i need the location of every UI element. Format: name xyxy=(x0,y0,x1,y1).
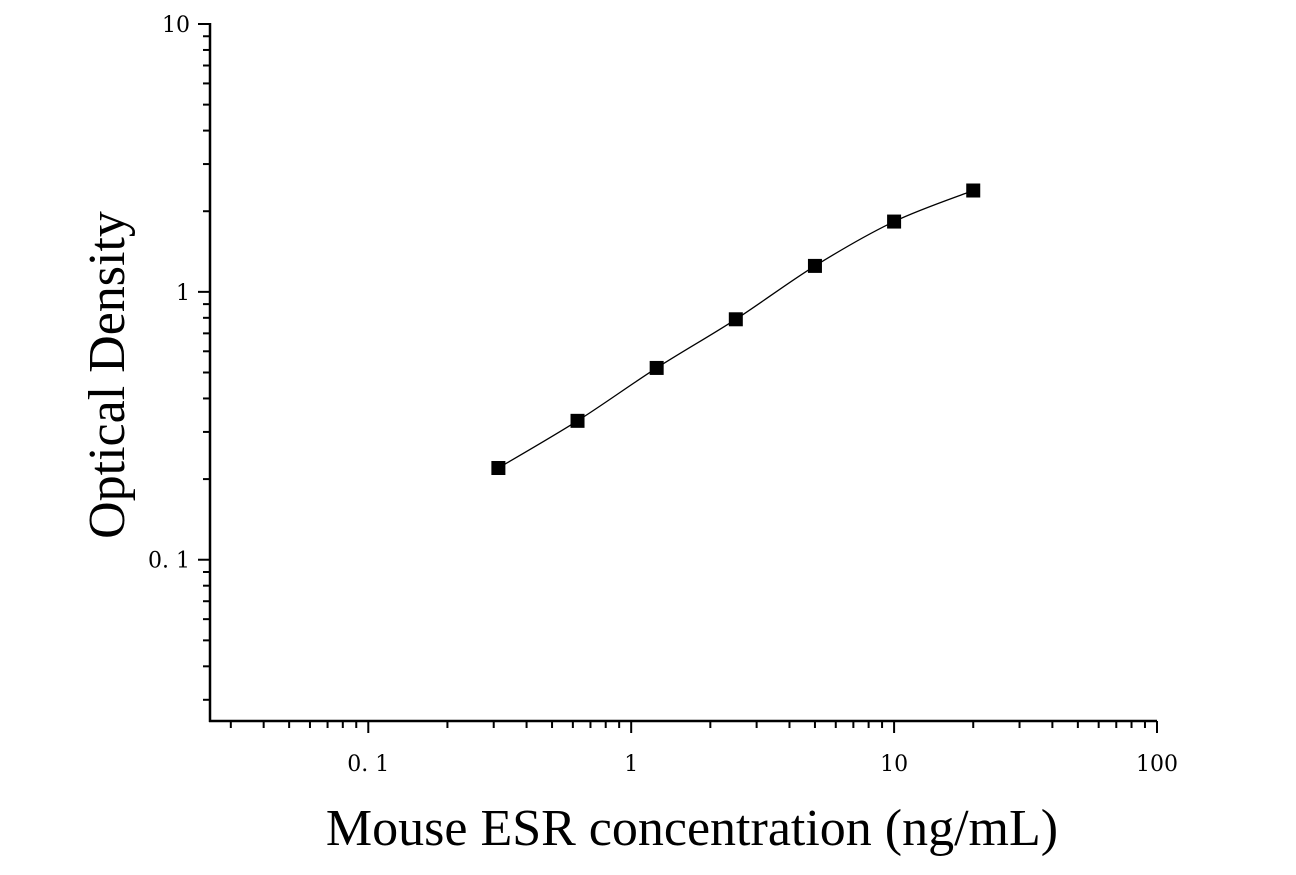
data-point xyxy=(649,360,664,375)
y-tick-label: 1 xyxy=(176,281,190,306)
y-tick-label: 10 xyxy=(162,13,190,38)
ticks xyxy=(198,23,1158,733)
data-point xyxy=(570,413,585,428)
fit-curve xyxy=(498,189,974,469)
data-point xyxy=(887,214,902,229)
data-point xyxy=(966,183,981,198)
axes xyxy=(208,23,1157,723)
y-axis-title: Optical Density xyxy=(79,211,136,539)
data-point xyxy=(728,312,743,327)
y-tick-label: 0. 1 xyxy=(148,549,190,574)
tick-labels: 0. 1 1 10 100 0. 1 1 10 xyxy=(148,13,1178,777)
data-point xyxy=(807,258,822,273)
data-points xyxy=(491,183,981,476)
x-tick-label: 10 xyxy=(880,752,908,777)
x-tick-label: 1 xyxy=(624,752,638,777)
x-tick-label: 100 xyxy=(1136,752,1178,777)
x-tick-label: 0. 1 xyxy=(347,752,389,777)
data-point xyxy=(491,461,506,476)
x-axis-title: Mouse ESR concentration (ng/mL) xyxy=(326,800,1058,857)
